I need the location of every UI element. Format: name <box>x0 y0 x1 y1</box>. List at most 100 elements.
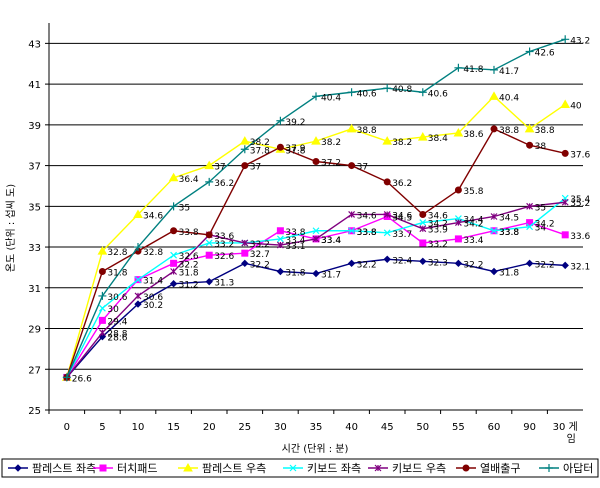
data-label: 33.8 <box>357 228 377 238</box>
data-label: 32.6 <box>179 252 199 262</box>
data-label: 32.2 <box>250 260 270 270</box>
data-point <box>454 63 463 72</box>
data-point <box>276 143 284 151</box>
data-label: 41.8 <box>463 65 483 75</box>
data-point <box>383 229 391 237</box>
data-label: 34.6 <box>143 211 163 221</box>
data-point <box>561 149 569 157</box>
data-label: 33.7 <box>392 230 412 240</box>
data-label: 31.8 <box>179 268 199 278</box>
legend-marker <box>289 464 297 472</box>
data-label: 43.2 <box>570 36 590 46</box>
data-point <box>419 210 427 218</box>
data-point <box>170 251 178 259</box>
data-label: 40.4 <box>499 93 519 103</box>
data-point <box>490 65 498 74</box>
data-label: 32.2 <box>535 260 555 270</box>
legend-entry: 키보드 좌측 <box>307 462 361 475</box>
data-label: 34.6 <box>428 211 448 221</box>
data-label: 37.2 <box>321 159 341 169</box>
data-label: 32.1 <box>570 262 590 272</box>
data-point <box>419 225 427 233</box>
data-point <box>346 123 357 133</box>
x-tick-label: 30 <box>274 422 287 433</box>
data-point <box>348 211 356 218</box>
data-label: 42.6 <box>535 49 555 59</box>
x-tick-label: 10 <box>132 422 145 433</box>
data-label: 32.7 <box>250 250 270 260</box>
data-label: 38.8 <box>535 126 555 136</box>
data-label: 28.6 <box>107 334 127 344</box>
data-label: 36.4 <box>179 175 199 185</box>
data-point <box>454 235 462 243</box>
legend-entry: 키보드 우측 <box>392 462 446 475</box>
data-label: 38.2 <box>321 138 341 148</box>
data-label: 32.8 <box>143 248 163 258</box>
y-tick-label: 41 <box>28 80 41 91</box>
data-point <box>348 162 356 170</box>
data-point <box>205 231 213 239</box>
data-label: 37 <box>250 163 261 173</box>
data-point <box>276 227 284 235</box>
data-label: 30.6 <box>143 293 163 303</box>
data-label: 41.7 <box>499 67 519 77</box>
data-point <box>419 239 427 247</box>
data-label: 30.2 <box>143 301 163 311</box>
x-tick-label: 60 <box>488 422 501 433</box>
data-point <box>526 223 534 231</box>
data-point <box>525 259 534 268</box>
data-point <box>419 257 427 266</box>
x-tick-label: 45 <box>381 422 394 433</box>
y-tick-label: 25 <box>28 406 41 417</box>
data-point <box>524 123 535 133</box>
data-point <box>170 268 178 275</box>
data-label: 35.2 <box>570 199 590 209</box>
data-label: 32.6 <box>214 252 234 262</box>
data-point <box>134 300 142 308</box>
data-label: 33.6 <box>570 232 590 242</box>
data-label: 40.6 <box>428 89 448 99</box>
legend-entry: 열배출구 <box>480 462 520 475</box>
data-label: 34.6 <box>357 211 377 221</box>
data-label: 33.4 <box>321 236 341 246</box>
y-tick-labels: 25 27 29 31 33 35 37 39 41 43 <box>28 39 41 417</box>
data-label: 33.2 <box>428 240 448 250</box>
data-point <box>561 231 569 239</box>
data-point <box>98 316 106 324</box>
data-label: 34.2 <box>428 220 448 230</box>
data-label: 36.2 <box>214 179 234 189</box>
data-label: 26.6 <box>72 374 92 384</box>
data-point <box>383 211 391 218</box>
y-tick-label: 43 <box>28 39 41 50</box>
data-label: 34.5 <box>392 214 412 224</box>
data-point <box>98 267 106 275</box>
data-point <box>205 239 213 247</box>
data-point <box>170 227 178 235</box>
data-point <box>276 235 284 243</box>
data-label: 35 <box>535 203 546 213</box>
data-point <box>347 88 356 97</box>
y-tick-label: 33 <box>28 243 41 254</box>
x-tick-label: 0 <box>64 422 70 433</box>
data-point <box>241 249 249 257</box>
data-point <box>276 267 285 276</box>
data-label: 32.8 <box>107 248 127 258</box>
legend-marker <box>183 462 193 472</box>
data-label: 28.8 <box>107 330 127 340</box>
data-point <box>312 227 320 235</box>
data-point <box>526 202 534 210</box>
data-point <box>168 172 179 182</box>
x-tick-label: 55 <box>452 422 465 433</box>
x-tick-label: 25 <box>238 422 251 433</box>
data-point <box>525 47 534 56</box>
data-label: 32.4 <box>392 256 412 266</box>
data-point <box>490 213 498 220</box>
data-point <box>454 186 462 194</box>
legend-marker <box>462 464 470 472</box>
data-label: 37 <box>214 163 225 173</box>
legend-entry: 터치패드 <box>117 462 157 475</box>
data-point <box>560 99 571 108</box>
legend-marker <box>374 464 382 472</box>
